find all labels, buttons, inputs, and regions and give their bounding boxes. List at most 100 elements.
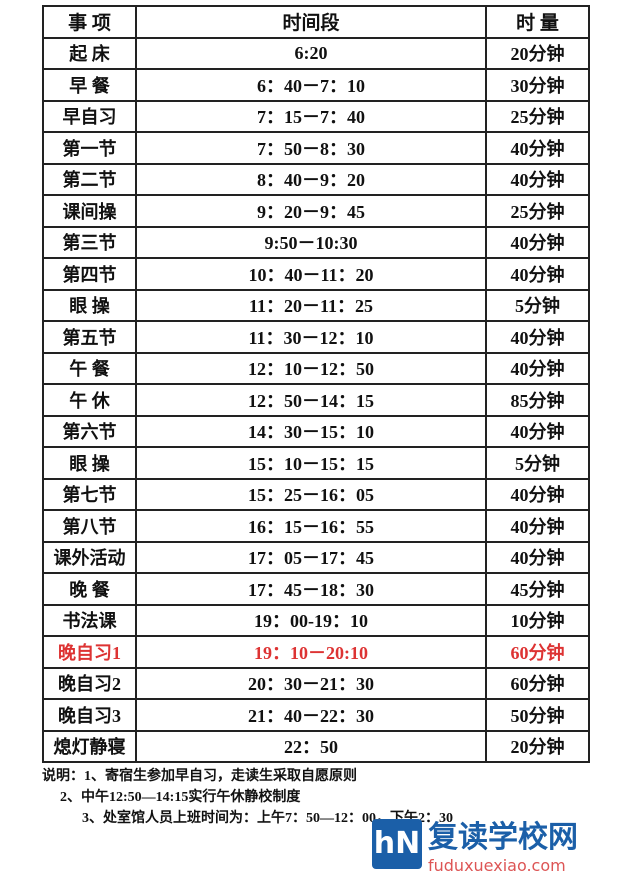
table-row: 眼 操 15：10－15：15 5分钟: [42, 446, 590, 480]
table-row: 晚自习1 19：10－20:10 60分钟: [42, 635, 590, 669]
table-cell: 22：50: [135, 729, 487, 763]
watermark-text: 复读学校网 fuduxuexiao.com: [428, 812, 578, 875]
table-cell: 晚 餐: [42, 572, 137, 606]
table-cell: 课间操: [42, 194, 137, 228]
note-line: 2、中午12:50—14:15实行午休静校制度: [60, 790, 301, 805]
table-row: 第六节 14：30－15：10 40分钟: [42, 414, 590, 448]
table-cell: 15：10－15：15: [135, 446, 487, 480]
table-cell: 晚自习2: [42, 666, 137, 700]
table-cell: 起 床: [42, 36, 137, 70]
table-row: 书法课 19：00-19：10 10分钟: [42, 603, 590, 637]
table-cell: 11：20－11：25: [135, 288, 487, 322]
table-cell: 60分钟: [485, 635, 590, 669]
note-line: 3、处室馆人员上班时间为：上午7：50—12：00，下午2：30: [82, 811, 453, 826]
table-row: 第四节 10：40－11：20 40分钟: [42, 257, 590, 291]
table-row: 熄灯静寝 22：50 20分钟: [42, 729, 590, 763]
table-cell: 40分钟: [485, 131, 590, 165]
schedule-table: 事 项时间段时 量起 床 6:20 20分钟早 餐 6：40－7：10 30分钟 早自习 7…: [42, 5, 590, 763]
table-cell: 晚自习3: [42, 698, 137, 732]
table-cell: 40分钟: [485, 509, 590, 543]
table-cell: 第四节: [42, 257, 137, 291]
table-cell: 9:50－10:30: [135, 225, 487, 259]
table-cell: 5分钟: [485, 446, 590, 480]
table-cell: 午 餐: [42, 351, 137, 385]
table-cell: 21：40－22：30: [135, 698, 487, 732]
table-row: 晚自习3 21：40－22：30 50分钟: [42, 698, 590, 732]
table-row: 晚 餐 17：45－18：30 45分钟: [42, 572, 590, 606]
table-row: 第三节 9:50－10:30 40分钟: [42, 225, 590, 259]
table-row: 午 休 12：50－14：15 85分钟: [42, 383, 590, 417]
table-cell: 7：50－8：30: [135, 131, 487, 165]
table-cell: 书法课: [42, 603, 137, 637]
note-line: 说明：1、寄宿生参加早自习，走读生采取自愿原则: [42, 769, 357, 784]
table-row: 第二节 8：40－9：20 40分钟: [42, 162, 590, 196]
table-cell: 60分钟: [485, 666, 590, 700]
table-row: 早自习 7：15－7：40 25分钟: [42, 99, 590, 133]
table-cell: 第二节: [42, 162, 137, 196]
table-cell: 20：30－21：30: [135, 666, 487, 700]
header-row: 事 项时间段时 量: [42, 5, 590, 39]
table-row: 第一节 7：50－8：30 40分钟: [42, 131, 590, 165]
table-cell: 50分钟: [485, 698, 590, 732]
table-cell: 眼 操: [42, 288, 137, 322]
table-cell: 40分钟: [485, 162, 590, 196]
table-cell: 20分钟: [485, 36, 590, 70]
table-cell: 17：45－18：30: [135, 572, 487, 606]
table-cell: 25分钟: [485, 99, 590, 133]
table-row: 午 餐 12：10－12：50 40分钟: [42, 351, 590, 385]
table-cell: 40分钟: [485, 225, 590, 259]
table-row: 起 床 6:20 20分钟: [42, 36, 590, 70]
table-cell: 85分钟: [485, 383, 590, 417]
table-cell: 30分钟: [485, 68, 590, 102]
table-cell: 40分钟: [485, 414, 590, 448]
table-cell: 40分钟: [485, 540, 590, 574]
table-body: 起 床 6:20 20分钟早 餐 6：40－7：10 30分钟 早自习 7：15－7：40 2…: [42, 36, 590, 763]
header-cell: 时间段: [135, 5, 487, 39]
table-cell: 10分钟: [485, 603, 590, 637]
table-cell: 午 休: [42, 383, 137, 417]
table-cell: 第三节: [42, 225, 137, 259]
table-cell: 晚自习1: [42, 635, 137, 669]
watermark-url: fuduxuexiao.com: [428, 856, 566, 875]
table-cell: 早自习: [42, 99, 137, 133]
table-cell: 第一节: [42, 131, 137, 165]
table-cell: 11：30－12：10: [135, 320, 487, 354]
header-cell: 时 量: [485, 5, 590, 39]
table-row: 第五节 11：30－12：10 40分钟: [42, 320, 590, 354]
table-cell: 熄灯静寝: [42, 729, 137, 763]
table-cell: 19：00-19：10: [135, 603, 487, 637]
table-cell: 7：15－7：40: [135, 99, 487, 133]
table-row: 课外活动 17：05－17：45 40分钟: [42, 540, 590, 574]
table-cell: 第五节: [42, 320, 137, 354]
table-cell: 40分钟: [485, 257, 590, 291]
table-cell: 12：10－12：50: [135, 351, 487, 385]
table-cell: 20分钟: [485, 729, 590, 763]
table-cell: 6：40－7：10: [135, 68, 487, 102]
table-cell: 17：05－17：45: [135, 540, 487, 574]
table-cell: 10：40－11：20: [135, 257, 487, 291]
table-cell: 9：20－9：45: [135, 194, 487, 228]
table-cell: 5分钟: [485, 288, 590, 322]
table-cell: 早 餐: [42, 68, 137, 102]
table-cell: 16：15－16：55: [135, 509, 487, 543]
table-cell: 第六节: [42, 414, 137, 448]
table-cell: 40分钟: [485, 351, 590, 385]
table-cell: 第七节: [42, 477, 137, 511]
watermark: hN 复读学校网 fuduxuexiao.com: [372, 812, 578, 875]
table-cell: 第八节: [42, 509, 137, 543]
table-cell: 19：10－20:10: [135, 635, 487, 669]
table-row: 第八节 16：15－16：55 40分钟: [42, 509, 590, 543]
table-cell: 45分钟: [485, 572, 590, 606]
table-cell: 课外活动: [42, 540, 137, 574]
table-row: 课间操 9：20－9：45 25分钟: [42, 194, 590, 228]
watermark-name: 复读学校网: [428, 820, 578, 855]
table-cell: 12：50－14：15: [135, 383, 487, 417]
table-cell: 眼 操: [42, 446, 137, 480]
table-cell: 40分钟: [485, 320, 590, 354]
notes: 说明：1、寄宿生参加早自习，走读生采取自愿原则 2、中午12:50—14:15实行…: [42, 766, 453, 829]
table-row: 第七节 15：25－16：05 40分钟: [42, 477, 590, 511]
table-cell: 25分钟: [485, 194, 590, 228]
table-row: 早 餐 6：40－7：10 30分钟: [42, 68, 590, 102]
table-cell: 14：30－15：10: [135, 414, 487, 448]
